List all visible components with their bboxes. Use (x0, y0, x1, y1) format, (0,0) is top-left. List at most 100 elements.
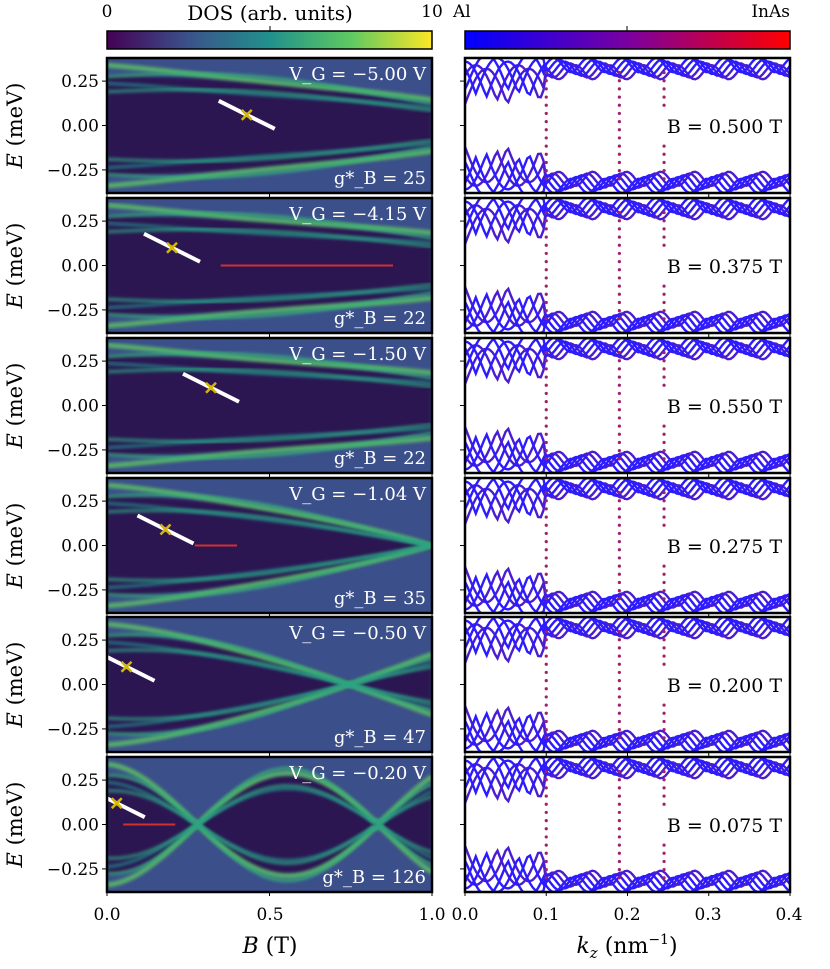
g-factor-label: g*_B = 47 (334, 727, 426, 748)
y-tick-label: 0.25 (61, 72, 99, 92)
band-dot (544, 219, 548, 223)
band-dot (662, 152, 666, 156)
band-dot (544, 835, 548, 839)
band-dot (544, 703, 548, 707)
band-dot (662, 794, 666, 798)
y-axis-label: E (meV) (3, 503, 27, 590)
band-dot (544, 629, 548, 634)
band-dot (544, 589, 548, 593)
band-dot (544, 235, 548, 239)
band-dot (544, 317, 548, 321)
band-dot (544, 818, 548, 823)
left-x-tick-label: 0.5 (256, 905, 283, 925)
band-dot (544, 580, 548, 585)
heatmap-band (107, 544, 432, 598)
band-dot (617, 703, 621, 707)
band-dot (544, 243, 548, 247)
band-dot (617, 786, 621, 790)
heatmap-band (107, 227, 432, 248)
dos-panel: V_G = −0.50 V g*_B = 47 0.25 0.00 −0.25 E (me… (3, 615, 465, 756)
band-dot (544, 531, 548, 536)
band-dot (617, 350, 621, 355)
band-dot (544, 662, 548, 666)
band-dot (617, 449, 621, 453)
band-dot (617, 128, 621, 132)
band-dot (617, 284, 621, 288)
crossing-marker-stroke (159, 523, 172, 536)
band-curves (465, 338, 790, 473)
heatmap-band (107, 291, 432, 320)
band-dot (544, 300, 548, 305)
band-dot (544, 350, 548, 355)
heatmap-band (107, 784, 432, 826)
band-dot (662, 359, 666, 363)
dos-heatmap (107, 198, 432, 333)
band-dot (617, 490, 621, 495)
y-tick-label: −0.25 (47, 720, 99, 740)
heatmap-band (107, 283, 432, 304)
band-dot (662, 350, 666, 355)
band-line (465, 200, 790, 240)
crossing-marker-stroke (110, 797, 123, 810)
band-dot (617, 152, 621, 156)
band-dot (617, 564, 621, 568)
left-x-axis-label: B (T) (241, 934, 297, 959)
band-dot (617, 711, 621, 715)
band-line (465, 299, 790, 333)
band-dot (544, 597, 548, 601)
band-dot (617, 515, 621, 519)
gate-voltage-label: V_G = −0.50 V (288, 623, 427, 644)
band-line (465, 146, 790, 188)
band-curves (465, 58, 790, 193)
band-dot (662, 383, 666, 387)
left-x-tick-label: 0.0 (93, 905, 120, 925)
band-line (465, 480, 790, 520)
field-label: B = 0.500 T (667, 116, 782, 138)
band-curves (465, 617, 790, 752)
band-dot (617, 629, 621, 634)
band-dot (544, 87, 548, 91)
band-line (465, 338, 790, 372)
band-dot (544, 268, 548, 272)
band-dot (617, 678, 621, 683)
band-dot (544, 564, 548, 568)
g-factor-label: g*_B = 35 (334, 588, 426, 609)
field-label-bg (640, 250, 788, 282)
composition-left-label: Al (452, 2, 471, 22)
crossing-marker-stroke (120, 660, 133, 673)
crossing-marker (159, 523, 172, 536)
band-dot (617, 794, 621, 798)
panel-grid: V_G = −5.00 V g*_B = 25 0.25 0.00 −0.25 E (me… (3, 56, 792, 896)
band-dot (662, 169, 666, 173)
right-x-tick-label: 0.1 (532, 905, 559, 925)
dos-panel: V_G = −5.00 V g*_B = 25 0.25 0.00 −0.25 E (me… (3, 56, 465, 197)
band-dot (617, 268, 621, 272)
band-dot (617, 654, 621, 658)
band-line (465, 159, 790, 193)
band-line (465, 850, 790, 890)
band-panel: B = 0.200 T (463, 615, 792, 756)
band-dot (617, 810, 621, 815)
band-dot (544, 539, 548, 544)
band-line (465, 845, 790, 887)
band-dot (617, 531, 621, 536)
band-panel: B = 0.075 T (463, 755, 792, 896)
gate-voltage-label: V_G = −1.50 V (288, 344, 427, 365)
band-dot (544, 103, 548, 107)
heatmap-band (107, 509, 432, 547)
band-dot (662, 507, 666, 511)
band-line (465, 718, 790, 752)
band-dot (544, 851, 548, 855)
band-dot (544, 843, 548, 847)
band-dot (544, 499, 548, 503)
band-line (465, 617, 790, 651)
band-dot (544, 70, 548, 75)
band-dot (544, 367, 548, 371)
band-dot (662, 79, 666, 83)
band-dot (617, 638, 621, 642)
band-dot (544, 152, 548, 156)
composition-right-label: InAs (751, 2, 790, 22)
heatmap-band (107, 683, 432, 721)
band-line (465, 622, 790, 664)
band-dot (544, 695, 548, 699)
